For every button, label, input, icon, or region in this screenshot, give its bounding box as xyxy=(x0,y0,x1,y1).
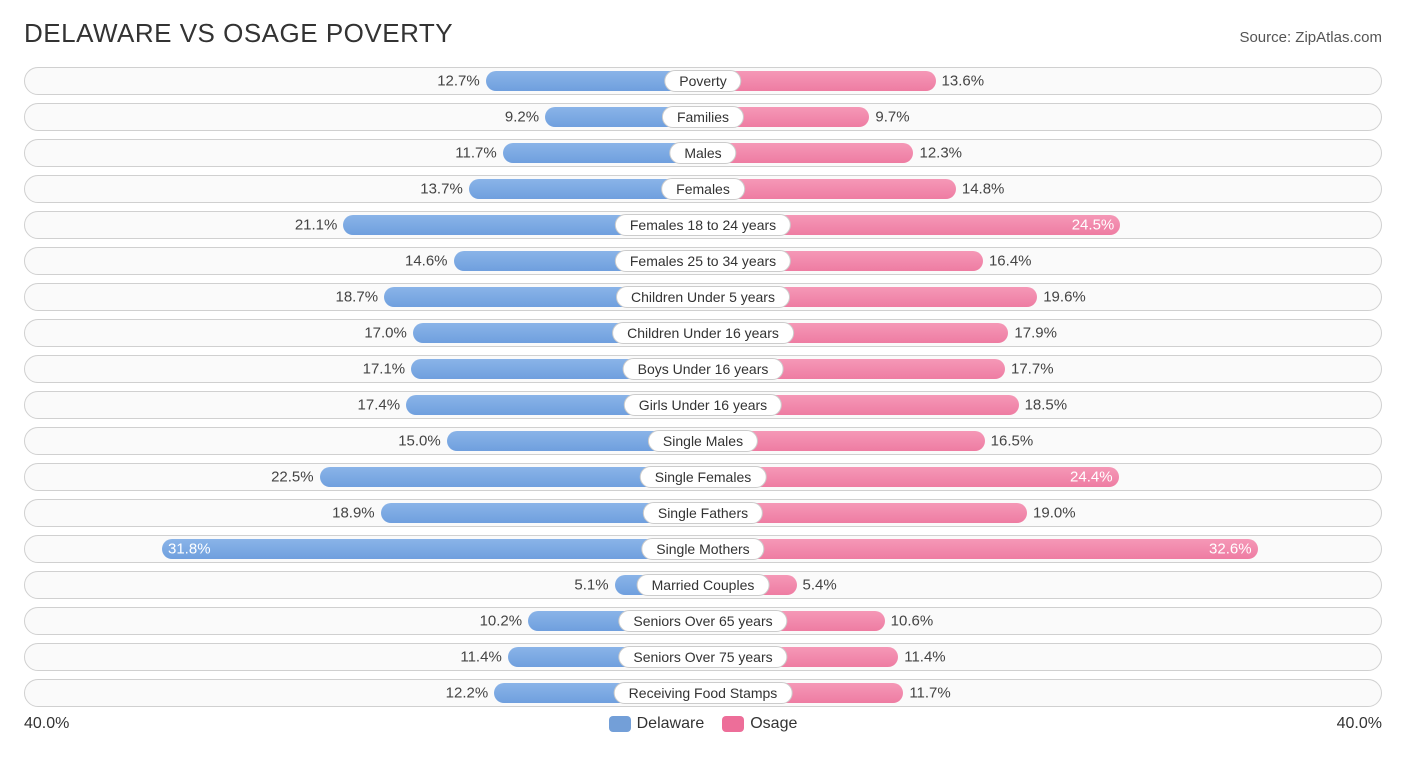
chart-row: 10.2% 10.6% Seniors Over 65 years xyxy=(24,607,1382,635)
bar-right: 24.4% xyxy=(705,467,1119,487)
category-label: Single Females xyxy=(640,466,767,488)
category-label: Children Under 16 years xyxy=(612,322,794,344)
pct-right: 10.6% xyxy=(885,613,934,630)
chart-row: 21.1% 24.5% Females 18 to 24 years xyxy=(24,211,1382,239)
chart-row: 5.1% 5.4% Married Couples xyxy=(24,571,1382,599)
category-label: Single Fathers xyxy=(643,502,763,524)
legend-item-left: Delaware xyxy=(609,715,705,733)
bar-right: 32.6% xyxy=(705,539,1258,559)
pct-left: 12.7% xyxy=(437,73,486,90)
category-label: Children Under 5 years xyxy=(616,286,790,308)
chart-row: 18.7% 19.6% Children Under 5 years xyxy=(24,283,1382,311)
pct-right: 17.9% xyxy=(1008,325,1057,342)
chart-source: Source: ZipAtlas.com xyxy=(1239,29,1382,46)
pct-left: 10.2% xyxy=(480,613,529,630)
chart-row: 17.0% 17.9% Children Under 16 years xyxy=(24,319,1382,347)
category-label: Single Males xyxy=(648,430,758,452)
pct-left: 11.7% xyxy=(455,145,502,162)
chart-footer: 40.0% Delaware Osage 40.0% xyxy=(24,715,1382,733)
category-label: Receiving Food Stamps xyxy=(614,682,793,704)
category-label: Girls Under 16 years xyxy=(624,394,782,416)
category-label: Males xyxy=(669,142,736,164)
legend-swatch-right xyxy=(722,716,744,732)
pct-right: 16.4% xyxy=(983,253,1032,270)
category-label: Females 25 to 34 years xyxy=(615,250,791,272)
pct-left: 14.6% xyxy=(405,253,454,270)
pct-right: 19.6% xyxy=(1037,289,1086,306)
pct-left: 17.4% xyxy=(358,397,407,414)
pct-left: 13.7% xyxy=(420,181,469,198)
pct-right: 11.7% xyxy=(903,685,950,702)
pct-left: 18.9% xyxy=(332,505,381,522)
pct-right: 24.4% xyxy=(1070,469,1113,486)
pct-right: 13.6% xyxy=(936,73,985,90)
pct-right: 14.8% xyxy=(956,181,1005,198)
chart-row: 18.9% 19.0% Single Fathers xyxy=(24,499,1382,527)
pct-right: 12.3% xyxy=(913,145,962,162)
pct-left: 5.1% xyxy=(574,577,614,594)
pct-right: 5.4% xyxy=(797,577,837,594)
pct-left: 15.0% xyxy=(398,433,447,450)
chart-row: 9.2% 9.7% Families xyxy=(24,103,1382,131)
pct-left: 17.0% xyxy=(364,325,413,342)
chart-row: 31.8% 32.6% Single Mothers xyxy=(24,535,1382,563)
pct-left: 17.1% xyxy=(363,361,412,378)
pct-right: 11.4% xyxy=(898,649,945,666)
pct-right: 32.6% xyxy=(1209,541,1252,558)
pct-right: 17.7% xyxy=(1005,361,1054,378)
pct-left: 22.5% xyxy=(271,469,320,486)
legend-label-left: Delaware xyxy=(637,715,705,733)
legend-item-right: Osage xyxy=(722,715,797,733)
chart-row: 14.6% 16.4% Females 25 to 34 years xyxy=(24,247,1382,275)
pct-left: 12.2% xyxy=(446,685,495,702)
pct-right: 18.5% xyxy=(1019,397,1068,414)
chart-row: 11.7% 12.3% Males xyxy=(24,139,1382,167)
axis-right-max: 40.0% xyxy=(1337,715,1382,733)
category-label: Single Mothers xyxy=(641,538,764,560)
chart-row: 15.0% 16.5% Single Males xyxy=(24,427,1382,455)
pct-left: 21.1% xyxy=(295,217,344,234)
category-label: Boys Under 16 years xyxy=(623,358,784,380)
legend-label-right: Osage xyxy=(750,715,797,733)
chart-row: 12.7% 13.6% Poverty xyxy=(24,67,1382,95)
legend: Delaware Osage xyxy=(69,715,1336,733)
chart-header: DELAWARE VS OSAGE POVERTY Source: ZipAtl… xyxy=(24,18,1382,49)
chart-row: 17.1% 17.7% Boys Under 16 years xyxy=(24,355,1382,383)
chart-title: DELAWARE VS OSAGE POVERTY xyxy=(24,18,453,49)
pct-left: 9.2% xyxy=(505,109,545,126)
chart-row: 17.4% 18.5% Girls Under 16 years xyxy=(24,391,1382,419)
pct-right: 19.0% xyxy=(1027,505,1076,522)
legend-swatch-left xyxy=(609,716,631,732)
pct-right: 9.7% xyxy=(869,109,909,126)
pct-left: 18.7% xyxy=(336,289,385,306)
category-label: Poverty xyxy=(664,70,741,92)
axis-left-max: 40.0% xyxy=(24,715,69,733)
category-label: Females xyxy=(661,178,745,200)
category-label: Females 18 to 24 years xyxy=(615,214,791,236)
category-label: Seniors Over 65 years xyxy=(618,610,787,632)
category-label: Seniors Over 75 years xyxy=(618,646,787,668)
pct-right: 16.5% xyxy=(985,433,1034,450)
category-label: Married Couples xyxy=(637,574,770,596)
chart-row: 12.2% 11.7% Receiving Food Stamps xyxy=(24,679,1382,707)
pct-left: 31.8% xyxy=(168,541,211,558)
chart-row: 13.7% 14.8% Females xyxy=(24,175,1382,203)
pct-left: 11.4% xyxy=(460,649,507,666)
chart-row: 22.5% 24.4% Single Females xyxy=(24,463,1382,491)
diverging-bar-chart: 12.7%13.6%Poverty9.2%9.7%Families11.7%12… xyxy=(24,67,1382,707)
bar-left: 31.8% xyxy=(162,539,701,559)
chart-row: 11.4% 11.4% Seniors Over 75 years xyxy=(24,643,1382,671)
pct-right: 24.5% xyxy=(1072,217,1115,234)
category-label: Families xyxy=(662,106,744,128)
